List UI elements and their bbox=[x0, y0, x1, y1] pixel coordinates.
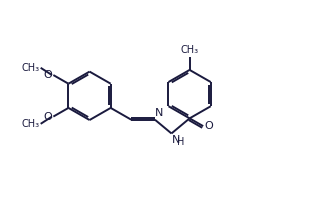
Text: O: O bbox=[43, 112, 52, 122]
Text: N: N bbox=[172, 135, 180, 145]
Text: CH₃: CH₃ bbox=[22, 63, 40, 73]
Text: O: O bbox=[204, 121, 213, 131]
Text: N: N bbox=[155, 108, 164, 118]
Text: O: O bbox=[43, 70, 52, 80]
Text: H: H bbox=[177, 137, 185, 147]
Text: CH₃: CH₃ bbox=[181, 45, 199, 55]
Text: CH₃: CH₃ bbox=[22, 119, 40, 129]
